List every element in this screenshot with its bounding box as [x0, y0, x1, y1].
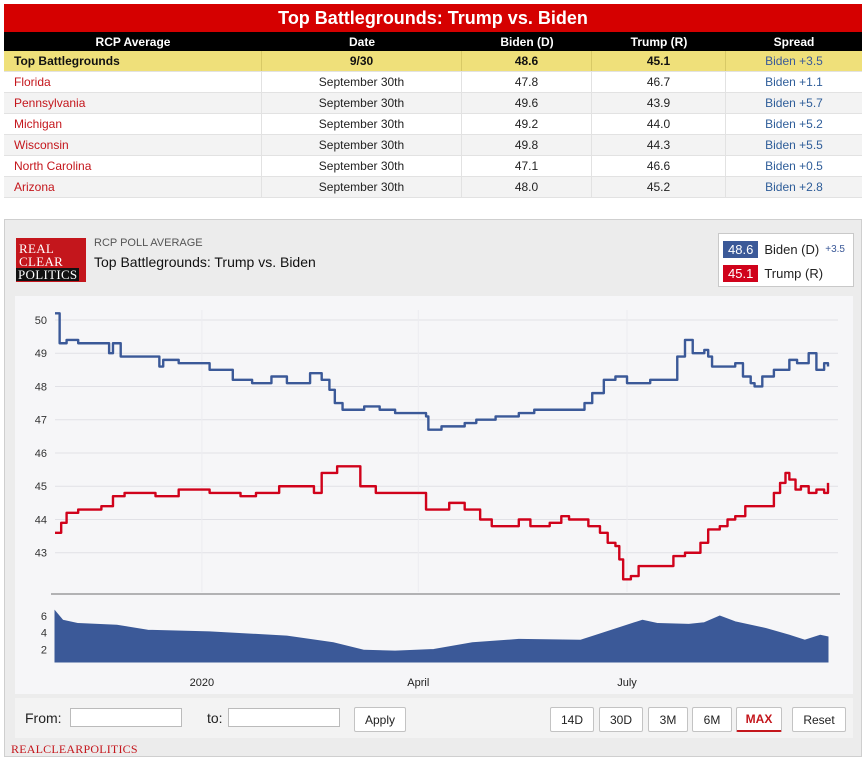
header-trump[interactable]: Trump (R) [630, 34, 688, 49]
legend-biden-name: Biden (D) [764, 241, 820, 257]
row-trump: 44.3 [592, 135, 726, 155]
range-3m-button[interactable]: 3M [648, 707, 688, 732]
legend-trump-name: Trump (R) [764, 265, 824, 281]
legend: 48.6 Biden (D) +3.5 45.1 Trump (R) [718, 233, 854, 287]
state-link-pennsylvania[interactable]: Pennsylvania [4, 93, 262, 113]
row-biden: 47.1 [462, 156, 592, 176]
row-date: September 30th [262, 93, 462, 113]
logo-line-1: REAL [19, 241, 55, 256]
biden-series-line [55, 312, 830, 431]
chart-title: Top Battlegrounds: Trump vs. Biden [94, 254, 316, 270]
row-spread: Biden +5.5 [765, 138, 823, 152]
table-row: North Carolina September 30th 47.1 46.6 … [4, 156, 862, 177]
average-row: Top Battlegrounds 9/30 48.6 45.1 Biden +… [4, 51, 862, 72]
legend-item-trump[interactable]: 45.1 Trump (R) [723, 263, 823, 283]
row-spread: Biden +2.8 [765, 180, 823, 194]
logo-line-2: CLEAR [19, 254, 64, 269]
legend-biden-spread: +3.5 [825, 243, 845, 255]
average-biden: 48.6 [462, 51, 592, 71]
state-link-north-carolina[interactable]: North Carolina [4, 156, 262, 176]
row-date: September 30th [262, 156, 462, 176]
table-row: Florida September 30th 47.8 46.7 Biden +… [4, 72, 862, 93]
x-tick-label: April [407, 677, 429, 689]
row-trump: 45.2 [592, 177, 726, 197]
y-tick-label: 49 [35, 348, 47, 360]
legend-trump-value: 45.1 [723, 264, 759, 282]
header-date[interactable]: Date [348, 34, 375, 49]
y-tick-label: 46 [35, 448, 47, 460]
row-spread: Biden +1.1 [765, 75, 823, 89]
row-trump: 43.9 [592, 93, 726, 113]
navigator-tick-label: 6 [41, 611, 47, 623]
realclearpolitics-logo[interactable]: REAL CLEAR POLITICS [16, 238, 86, 282]
y-tick-label: 50 [35, 315, 47, 327]
row-spread: Biden +0.5 [765, 159, 823, 173]
row-trump: 46.6 [592, 156, 726, 176]
header-biden[interactable]: Biden (D) [500, 34, 554, 49]
header-spread[interactable]: Spread [773, 34, 815, 49]
from-label: From: [25, 710, 62, 726]
table-header: RCP Average Date Biden (D) Trump (R) Spr… [4, 32, 862, 51]
x-tick-label: 2020 [190, 677, 214, 689]
navigator-tick-label: 2 [41, 644, 47, 656]
chart-widget: REAL CLEAR POLITICS RCP POLL AVERAGE Top… [4, 219, 862, 757]
trump-series-line [55, 465, 830, 581]
row-date: September 30th [262, 177, 462, 197]
legend-item-biden[interactable]: 48.6 Biden (D) +3.5 [723, 239, 845, 259]
y-tick-label: 48 [35, 381, 47, 393]
apply-button[interactable]: Apply [354, 707, 406, 732]
state-link-wisconsin[interactable]: Wisconsin [4, 135, 262, 155]
reset-button[interactable]: Reset [792, 707, 846, 732]
x-tick-label: July [617, 677, 637, 689]
brand-footer[interactable]: REALCLEARPOLITICS [11, 742, 138, 756]
y-tick-label: 44 [35, 514, 47, 526]
y-tick-label: 43 [35, 548, 47, 560]
table-title: Top Battlegrounds: Trump vs. Biden [4, 4, 862, 32]
row-spread: Biden +5.7 [765, 96, 823, 110]
y-tick-label: 47 [35, 415, 47, 427]
range-14d-button[interactable]: 14D [550, 707, 594, 732]
row-date: September 30th [262, 114, 462, 134]
range-30d-button[interactable]: 30D [599, 707, 643, 732]
row-biden: 49.2 [462, 114, 592, 134]
navigator-tick-label: 4 [41, 628, 47, 640]
row-trump: 46.7 [592, 72, 726, 92]
row-biden: 49.6 [462, 93, 592, 113]
row-date: September 30th [262, 135, 462, 155]
row-date: September 30th [262, 72, 462, 92]
average-label: Top Battlegrounds [4, 51, 262, 71]
spread-area [54, 609, 829, 663]
header-rcp-average[interactable]: RCP Average [95, 34, 171, 49]
state-link-michigan[interactable]: Michigan [4, 114, 262, 134]
legend-biden-value: 48.6 [723, 240, 759, 258]
table-row: Pennsylvania September 30th 49.6 43.9 Bi… [4, 93, 862, 114]
to-label: to: [207, 710, 223, 726]
y-tick-label: 45 [35, 481, 47, 493]
average-spread: Biden +3.5 [765, 54, 823, 68]
range-6m-button[interactable]: 6M [692, 707, 732, 732]
state-link-arizona[interactable]: Arizona [4, 177, 262, 197]
table-row: Arizona September 30th 48.0 45.2 Biden +… [4, 177, 862, 198]
to-date-input[interactable] [228, 708, 340, 727]
row-spread: Biden +5.2 [765, 117, 823, 131]
table-row: Michigan September 30th 49.2 44.0 Biden … [4, 114, 862, 135]
range-max-button[interactable]: MAX [736, 707, 782, 732]
logo-line-3: POLITICS [16, 267, 80, 282]
table-row: Wisconsin September 30th 49.8 44.3 Biden… [4, 135, 862, 156]
average-trump: 45.1 [592, 51, 726, 71]
row-biden: 47.8 [462, 72, 592, 92]
from-date-input[interactable] [70, 708, 182, 727]
row-biden: 48.0 [462, 177, 592, 197]
row-trump: 44.0 [592, 114, 726, 134]
state-link-florida[interactable]: Florida [4, 72, 262, 92]
row-biden: 49.8 [462, 135, 592, 155]
poll-average-label: RCP POLL AVERAGE [94, 237, 203, 249]
average-date: 9/30 [262, 51, 462, 71]
